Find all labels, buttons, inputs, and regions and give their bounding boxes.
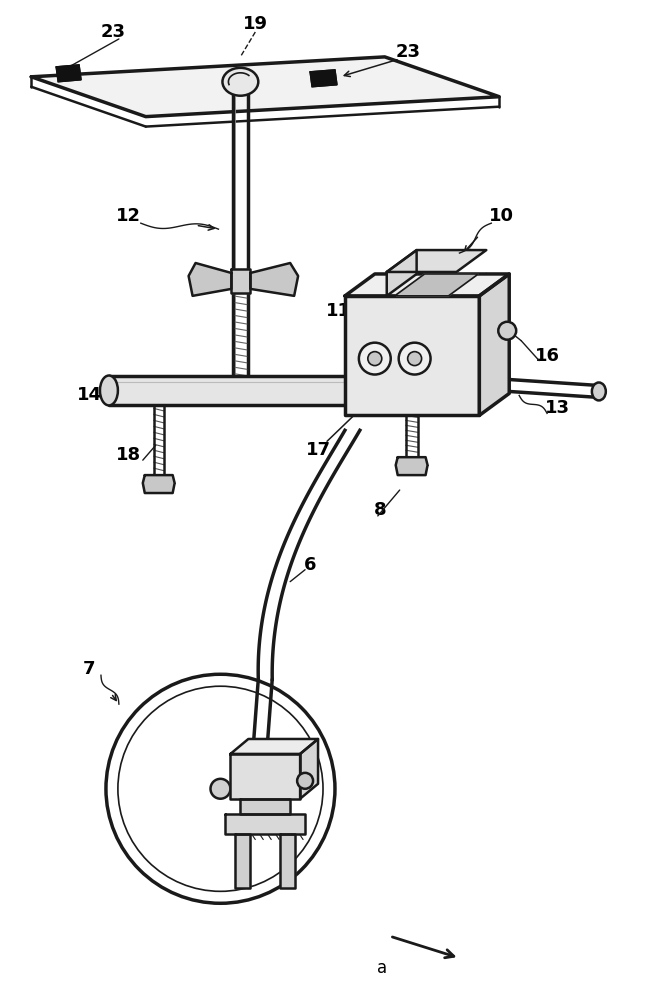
Text: 13: 13 (544, 399, 569, 417)
Text: 14: 14 (77, 386, 102, 404)
Text: 12: 12 (116, 207, 141, 225)
Polygon shape (300, 739, 318, 799)
Circle shape (359, 343, 391, 375)
Polygon shape (232, 269, 251, 293)
Text: 18: 18 (116, 446, 142, 464)
Polygon shape (396, 457, 428, 475)
Polygon shape (236, 834, 251, 888)
Ellipse shape (222, 68, 258, 96)
Polygon shape (345, 296, 480, 415)
Text: a: a (377, 959, 387, 977)
Text: 17: 17 (306, 441, 331, 459)
Text: 8: 8 (373, 501, 386, 519)
Polygon shape (387, 250, 486, 272)
Ellipse shape (499, 322, 516, 340)
Polygon shape (395, 274, 478, 296)
Circle shape (399, 343, 430, 375)
Polygon shape (226, 814, 305, 834)
Text: 16: 16 (535, 347, 560, 365)
Polygon shape (345, 274, 509, 296)
Polygon shape (387, 250, 417, 296)
Circle shape (407, 352, 422, 366)
Circle shape (297, 773, 313, 789)
Ellipse shape (100, 376, 118, 405)
Polygon shape (280, 834, 295, 888)
Text: 11: 11 (325, 302, 350, 320)
Text: 23: 23 (100, 23, 125, 41)
Polygon shape (230, 754, 300, 799)
Polygon shape (310, 70, 337, 87)
Circle shape (211, 779, 230, 799)
Text: 19: 19 (243, 15, 268, 33)
Polygon shape (143, 475, 174, 493)
Polygon shape (31, 57, 499, 117)
Polygon shape (109, 376, 385, 405)
Polygon shape (56, 65, 81, 82)
Ellipse shape (376, 376, 394, 405)
Polygon shape (480, 274, 509, 415)
Polygon shape (240, 799, 290, 814)
Polygon shape (251, 263, 298, 296)
Circle shape (106, 674, 335, 903)
Polygon shape (188, 263, 232, 296)
Circle shape (368, 352, 382, 366)
Text: 23: 23 (395, 43, 420, 61)
Polygon shape (230, 739, 318, 754)
Circle shape (118, 686, 323, 891)
Text: 10: 10 (489, 207, 514, 225)
Ellipse shape (592, 382, 606, 400)
Text: 6: 6 (304, 556, 316, 574)
Text: 7: 7 (83, 660, 95, 678)
